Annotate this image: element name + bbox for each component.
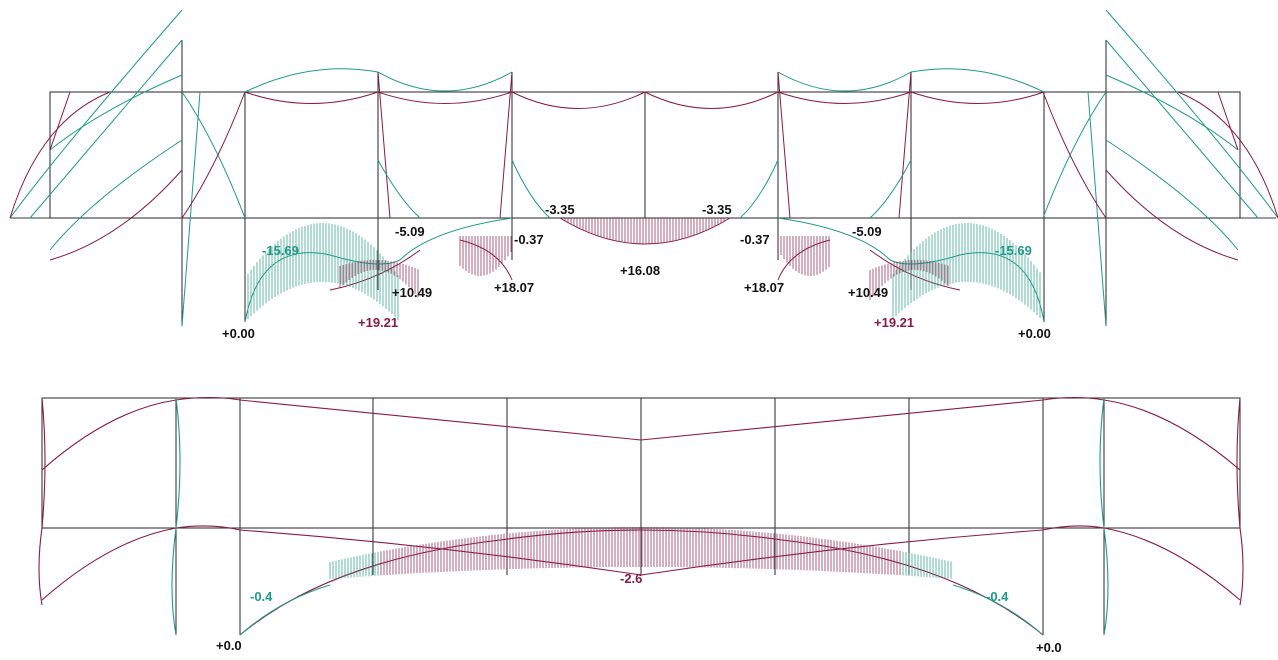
- deflection-label: -0.4: [986, 589, 1009, 604]
- moment-curve: [181, 91, 201, 327]
- positive-moment-region: [459, 239, 513, 281]
- deflection-label: +0.0: [1036, 640, 1062, 655]
- moment-curve: [377, 159, 421, 219]
- moment-curve: [910, 68, 1045, 93]
- moment-label: -0.37: [740, 232, 770, 247]
- positive-moment-region: [777, 239, 831, 281]
- deflection-label: -2.6: [620, 571, 642, 586]
- moment-curve: [377, 91, 513, 104]
- moment-curve: [181, 91, 246, 219]
- moment-curve: [49, 139, 183, 251]
- moment-curve: [1105, 9, 1278, 219]
- deflected-column: [171, 397, 181, 636]
- bottom-deflection-curves: [38, 396, 1244, 636]
- moment-curve: [1177, 91, 1278, 219]
- moment-curve: [377, 71, 391, 219]
- deflected-shape-lower: [41, 525, 1241, 601]
- moment-curve: [9, 91, 111, 219]
- moment-curve: [49, 91, 71, 151]
- positive-moment-region: [329, 249, 421, 291]
- deflected-beam-end: [239, 584, 331, 636]
- deflected-beam-end: [952, 584, 1044, 636]
- moment-label: +10.49: [392, 285, 432, 300]
- moment-curve: [1087, 91, 1107, 327]
- moment-label: +10.49: [848, 285, 888, 300]
- moment-label: +16.08: [620, 263, 660, 278]
- bottom-frame: [41, 397, 1241, 635]
- moment-curve: [777, 91, 912, 104]
- moment-curve: [869, 159, 912, 219]
- moment-curve: [49, 74, 183, 151]
- negative-moment-region: [399, 217, 513, 261]
- top-right-side-curves: [1042, 9, 1278, 327]
- moment-label: -0.37: [514, 232, 544, 247]
- deflected-beam-lower: [239, 529, 1044, 636]
- moment-label: +19.21: [874, 315, 914, 330]
- top-frame: [10, 40, 1276, 326]
- moment-curve: [898, 71, 912, 219]
- moment-label: -15.69: [995, 243, 1032, 258]
- moment-label: -5.09: [395, 224, 425, 239]
- moment-curve: [777, 71, 912, 92]
- deflected-column: [1236, 397, 1244, 606]
- moment-label: -15.69: [262, 243, 299, 258]
- deflection-label: -0.4: [250, 589, 273, 604]
- deflected-column: [38, 397, 46, 606]
- top-lower-beam-moment: [244, 217, 1045, 323]
- moment-curve: [1105, 139, 1239, 251]
- moment-curve: [499, 71, 513, 219]
- moment-curve: [644, 91, 779, 109]
- positive-moment-region: [869, 249, 961, 291]
- moment-label: -5.09: [852, 224, 882, 239]
- deflected-column: [1099, 397, 1109, 636]
- moment-hatching: [247, 218, 1041, 320]
- moment-label: +18.07: [494, 280, 534, 295]
- moment-curve: [910, 91, 1045, 104]
- moment-label: -3.35: [545, 202, 575, 217]
- moment-curve: [511, 159, 551, 219]
- deflection-hatching: [329, 527, 952, 580]
- positive-moment-region: [559, 217, 731, 245]
- moment-curve: [1105, 74, 1239, 151]
- moment-curve: [777, 71, 791, 219]
- moment-curve: [29, 39, 183, 219]
- moment-curve: [244, 68, 379, 93]
- moment-curve: [9, 9, 183, 219]
- moment-curve: [1105, 169, 1239, 261]
- moment-curve: [377, 71, 513, 92]
- moment-curve: [511, 91, 646, 109]
- top-upper-span-curves: [244, 68, 1045, 219]
- moment-label: +18.07: [744, 280, 784, 295]
- moment-label: +19.21: [358, 315, 398, 330]
- moment-curve: [1217, 91, 1239, 151]
- moment-curve: [739, 159, 779, 219]
- top-left-side-curves: [9, 9, 246, 327]
- negative-moment-region: [889, 252, 1045, 323]
- moment-label: +0.00: [1018, 326, 1051, 341]
- deflected-shape-upper: [41, 396, 1241, 471]
- moment-curve: [181, 91, 246, 219]
- moment-curve: [1042, 91, 1107, 219]
- moment-label: +0.00: [222, 326, 255, 341]
- deflection-label: +0.0: [216, 638, 242, 653]
- moment-curve: [244, 91, 379, 104]
- bottom-labels: -0.4 -2.6 -0.4 +0.0 +0.0: [216, 571, 1062, 655]
- moment-curve: [49, 169, 183, 261]
- moment-curve: [1105, 39, 1259, 219]
- negative-moment-region: [777, 217, 891, 261]
- top-labels: -15.69 -5.09 -3.35 -0.37 +0.00 +10.49 +1…: [222, 202, 1051, 341]
- moment-label: -3.35: [702, 202, 732, 217]
- moment-curve: [1042, 91, 1107, 219]
